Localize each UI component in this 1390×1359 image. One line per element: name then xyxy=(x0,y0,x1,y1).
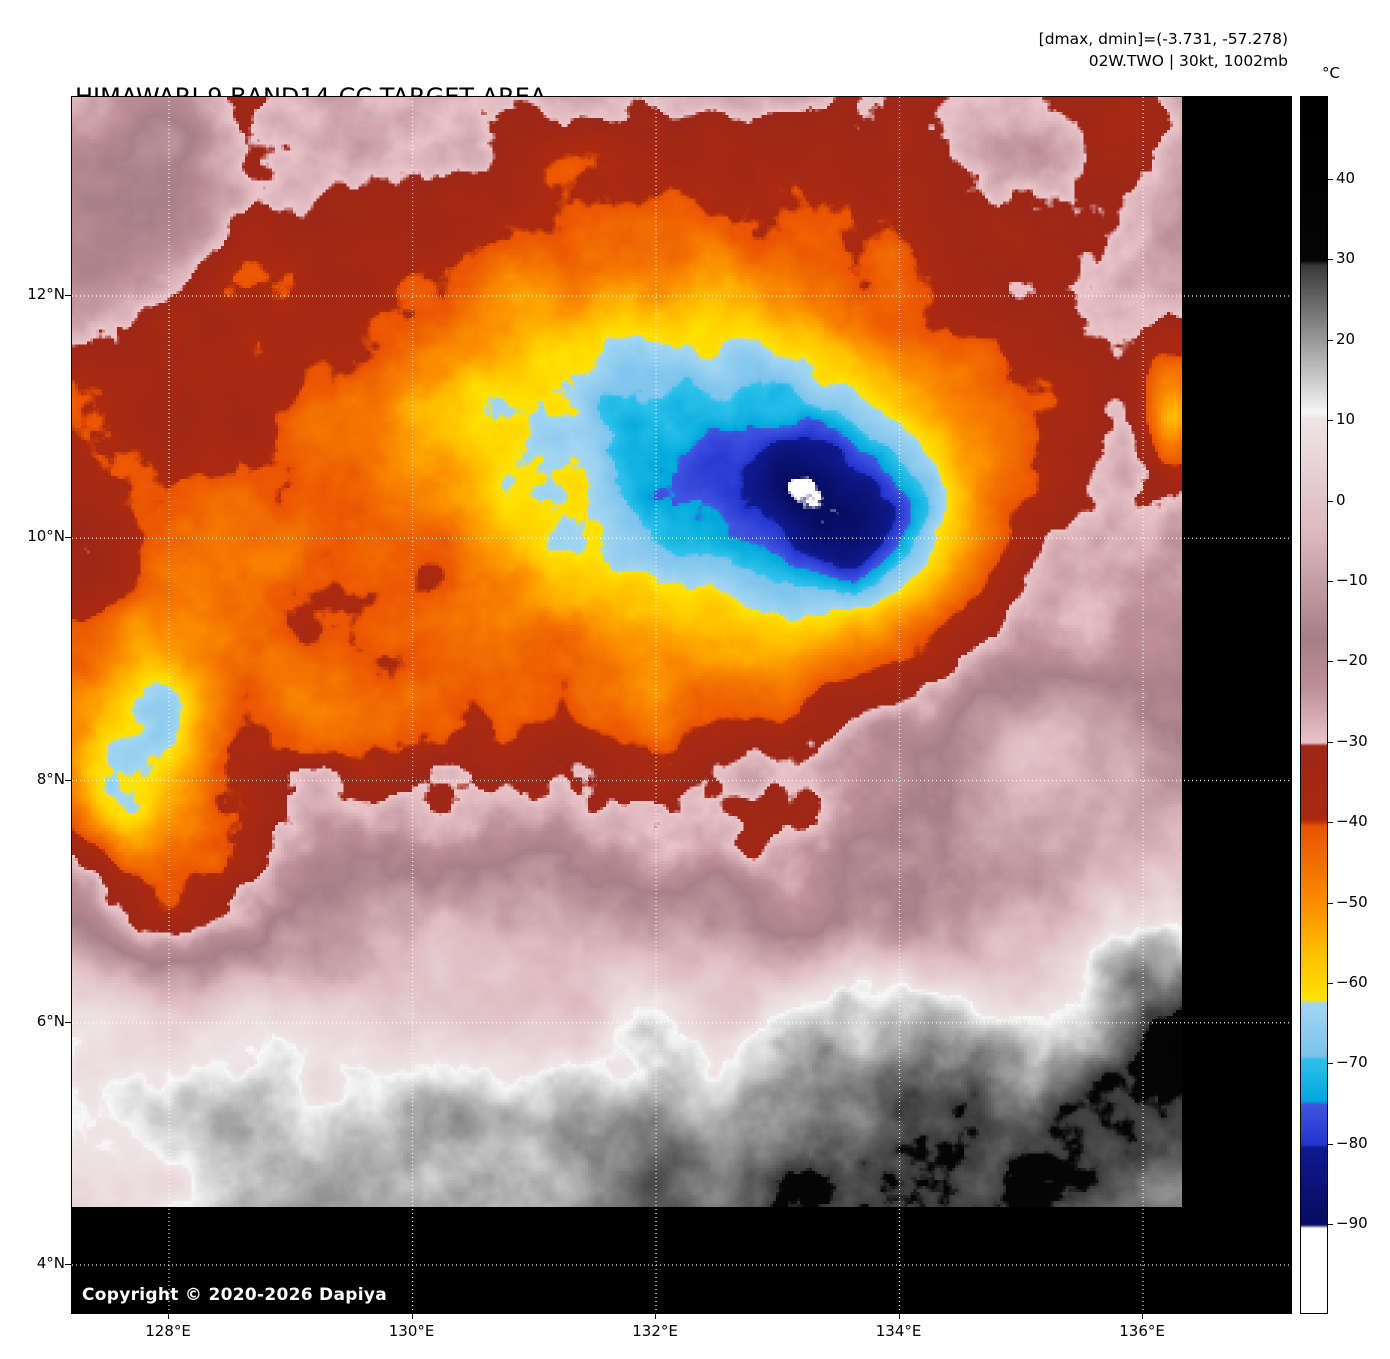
colorbar-tick-label: −30 xyxy=(1336,731,1368,750)
y-tick-mark xyxy=(65,1264,71,1265)
y-tick-mark xyxy=(65,295,71,296)
colorbar-tick-label: −90 xyxy=(1336,1214,1368,1233)
colorbar-tick-label: −80 xyxy=(1336,1133,1368,1152)
colorbar-tick-label: −10 xyxy=(1336,570,1368,589)
y-tick-label: 6°N xyxy=(36,1011,65,1030)
y-tick-label: 8°N xyxy=(36,769,65,788)
colorbar-tick-mark xyxy=(1328,902,1333,904)
colorbar-tick-mark xyxy=(1328,822,1333,824)
y-tick-mark xyxy=(65,779,71,781)
y-tick-label: 12°N xyxy=(27,285,65,303)
x-tick-label: 130°E xyxy=(388,1322,435,1340)
x-tick-label: 128°E xyxy=(145,1322,191,1340)
colorbar-tick-mark xyxy=(1328,1143,1333,1145)
colorbar-tick-mark xyxy=(1328,420,1333,422)
colorbar-tick-label: −70 xyxy=(1336,1053,1368,1072)
storm-info: [dmax, dmin]=(-3.731, -57.278) 02W.TWO |… xyxy=(1039,28,1288,72)
colorbar-tick-mark xyxy=(1328,661,1333,663)
colorbar-tick-label: 30 xyxy=(1336,249,1356,268)
x-tick-label: 134°E xyxy=(875,1322,922,1340)
colorbar-tick-label: 0 xyxy=(1336,490,1346,509)
colorbar-tick-label: −40 xyxy=(1336,812,1368,831)
colorbar-tick-label: 40 xyxy=(1336,168,1356,187)
copyright-label: Copyright © 2020-2026 Dapiya xyxy=(82,1285,387,1305)
satellite-image-canvas xyxy=(72,97,1182,1207)
colorbar-tick-label: −60 xyxy=(1336,973,1368,992)
colorbar-unit-label: °C xyxy=(1322,64,1340,82)
x-tick-label: 136°E xyxy=(1119,1322,1165,1340)
colorbar-tick-mark xyxy=(1328,1063,1333,1065)
y-tick-mark xyxy=(65,1021,71,1023)
colorbar-tick-mark xyxy=(1328,339,1333,341)
colorbar-tick-label: −50 xyxy=(1336,892,1368,911)
colorbar-tick-label: −20 xyxy=(1336,651,1368,670)
x-tick-mark xyxy=(655,1313,657,1319)
colorbar-tick-mark xyxy=(1328,983,1333,985)
colorbar xyxy=(1300,96,1328,1314)
colorbar-tick-mark xyxy=(1328,259,1333,261)
colorbar-tick-mark xyxy=(1328,500,1333,502)
x-tick-mark xyxy=(168,1313,170,1319)
colorbar-tick-mark xyxy=(1328,580,1333,582)
storm-id-intensity: 02W.TWO | 30kt, 1002mb xyxy=(1088,52,1288,70)
dmax-dmin-readout: [dmax, dmin]=(-3.731, -57.278) xyxy=(1038,30,1288,48)
y-tick-label: 10°N xyxy=(27,527,65,546)
colorbar-tick-mark xyxy=(1328,741,1333,743)
y-tick-mark xyxy=(65,537,71,539)
x-tick-label: 132°E xyxy=(632,1322,678,1340)
colorbar-tick-label: 20 xyxy=(1336,329,1356,348)
colorbar-tick-mark xyxy=(1328,1224,1333,1226)
x-tick-mark xyxy=(1142,1313,1144,1319)
y-tick-label: 4°N xyxy=(36,1254,65,1272)
colorbar-tick-label: 10 xyxy=(1336,410,1356,429)
x-tick-mark xyxy=(411,1313,413,1319)
colorbar-tick-mark xyxy=(1328,178,1333,180)
x-tick-mark xyxy=(898,1313,900,1319)
satellite-map: Copyright © 2020-2026 Dapiya xyxy=(71,96,1292,1314)
